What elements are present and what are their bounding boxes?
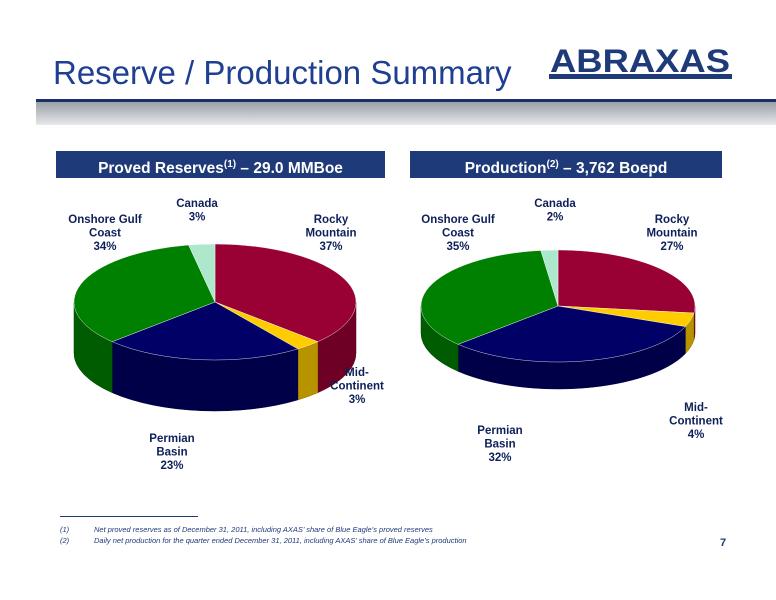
footnote-2-text: Daily net production for the quarter end…	[94, 536, 467, 545]
reserves-header-sup: (1)	[223, 159, 237, 170]
pie-0-rocky-mountain-percent-label: 37%	[319, 241, 342, 253]
footnote-1-text: Net proved reserves as of December 31, 2…	[94, 525, 433, 534]
pie-0-onshore-gulf-coast-label-line-1: Onshore Gulf	[68, 214, 142, 226]
abraxas-logo: ABRAXAS	[549, 44, 732, 79]
reserves-chart-header: Proved Reserves(1) – 29.0 MMBoe	[56, 151, 385, 178]
pie-0-canada-slice	[188, 243, 216, 303]
pie-1-onshore-gulf-coast-slice	[420, 250, 559, 345]
pie-0-onshore-gulf-coast-label-line-2: Coast	[89, 228, 121, 240]
pie-1-mid-continent-percent-label: 4%	[688, 429, 705, 441]
pie-0-rocky-mountain-label-line-1: Rocky	[314, 214, 349, 226]
pie-1-onshore-gulf-coast-label-line-1: Onshore Gulf	[421, 214, 495, 226]
pie-0-onshore-gulf-coast-slice	[73, 244, 216, 342]
pie-0-mid-continent-percent-label: 3%	[349, 394, 366, 406]
pie-0-rocky-mountain-slice	[214, 243, 357, 342]
pie-1-rocky-mountain-label-line-1: Rocky	[655, 214, 690, 226]
reserves-header-main: Proved Reserves	[98, 160, 224, 178]
pie-1-permian-basin-label-line-1: Permian	[477, 425, 522, 437]
pie-0-onshore-gulf-coast-percent-label: 34%	[93, 241, 116, 253]
pie-0-mid-continent-label-line-2: Continent	[330, 381, 384, 393]
pie-1-mid-continent-label-line-1: Mid-	[684, 402, 708, 414]
pie-1-rocky-mountain-label-line-2: Mountain	[646, 228, 697, 240]
pie-0-permian-basin-label-line-1: Permian	[149, 433, 194, 445]
footnote-2-marker: (2)	[60, 536, 70, 545]
title-divider	[36, 99, 776, 125]
page-number: 7	[720, 537, 727, 549]
slide-title: Reserve / Production Summary	[53, 54, 512, 91]
pie-1-onshore-gulf-coast-percent-label: 35%	[446, 241, 469, 253]
production-header-main: Production	[464, 160, 547, 178]
pie-1-canada-slice	[540, 249, 559, 307]
pie-1-permian-basin-slice	[457, 305, 686, 363]
pie-1-mid-continent-label-line-2: Continent	[669, 416, 723, 428]
logo-underline	[549, 74, 732, 79]
footnote-1: (1) Net proved reserves as of December 31…	[60, 525, 433, 534]
production-header-rest: – 3,762 Boepd	[558, 160, 668, 178]
pie-1-canada-percent-label: 2%	[547, 212, 564, 224]
pie-1-rocky-mountain-percent-label: 27%	[660, 241, 683, 253]
pie-0-mid-continent-label-line-1: Mid-	[345, 367, 369, 379]
pie-0-canada-percent-label: 3%	[189, 212, 206, 224]
pie-1-rocky-mountain-slice	[557, 249, 696, 314]
pie-0-canada-label-line-1: Canada	[176, 198, 218, 210]
production-header-sup: (2)	[546, 159, 559, 170]
logo-text: ABRAXAS	[550, 44, 730, 79]
pie-0-permian-basin-percent-label: 23%	[160, 460, 183, 472]
pie-1-onshore-gulf-coast-label-line-2: Coast	[442, 228, 474, 240]
production-chart-header: Production(2) – 3,762 Boepd	[410, 151, 722, 178]
pie-1-canada-label-line-1: Canada	[534, 198, 576, 210]
pie-0-permian-basin-label-line-2: Basin	[156, 447, 187, 459]
footnote-2: (2) Daily net production for the quarter …	[60, 536, 467, 545]
pie-1-permian-basin-percent-label: 32%	[488, 452, 511, 464]
footnote-divider	[60, 516, 198, 517]
pie-1-permian-basin-label-line-2: Basin	[484, 439, 515, 451]
pie-0-rocky-mountain-label-line-2: Mountain	[305, 228, 356, 240]
reserves-header-rest: – 29.0 MMBoe	[236, 160, 343, 178]
pie-0-permian-basin-slice	[111, 301, 299, 361]
footnote-1-marker: (1)	[60, 525, 70, 534]
